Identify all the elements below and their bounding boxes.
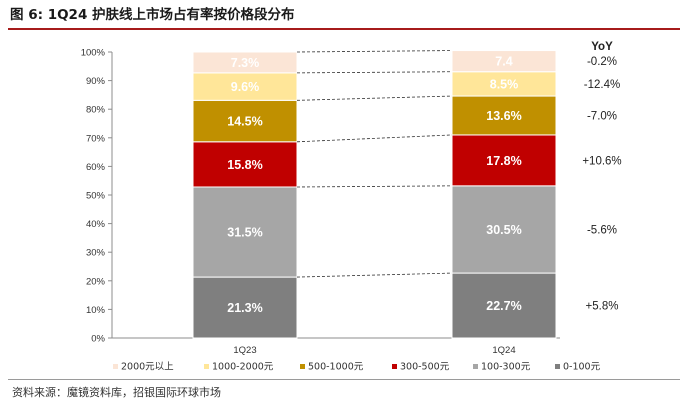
- x-tick-label: 1Q24: [492, 345, 515, 356]
- legend-swatch: [473, 364, 478, 369]
- legend-swatch: [113, 364, 118, 369]
- legend-label: 0-100元: [563, 362, 601, 373]
- legend-label: 1000-2000元: [212, 362, 274, 373]
- data-label: 17.8%: [486, 154, 521, 168]
- y-tick-label: 10%: [86, 305, 106, 316]
- yoy-value: -5.6%: [587, 224, 617, 236]
- bar-segment: [451, 95, 557, 136]
- connector-line: [296, 50, 453, 53]
- title-rule: [8, 28, 680, 30]
- legend-label: 300-500元: [400, 362, 450, 373]
- legend-label: 100-300元: [481, 362, 531, 373]
- connector-line: [296, 272, 453, 278]
- legend-label: 500-1000元: [308, 362, 364, 373]
- bar-segment: [192, 72, 298, 101]
- bar-segment: [192, 99, 298, 143]
- y-tick-label: 50%: [86, 191, 106, 202]
- y-tick-label: 80%: [86, 105, 106, 116]
- data-label: 7.4: [495, 55, 512, 69]
- bar-segment: [451, 134, 557, 187]
- legend-swatch: [300, 364, 305, 369]
- data-label: 14.5%: [227, 115, 262, 129]
- data-label: 7.3%: [231, 56, 260, 70]
- y-tick-label: 0%: [91, 334, 105, 345]
- yoy-value: +5.8%: [586, 301, 619, 313]
- source-note: 资料来源：魔镜资料库，招银国际环球市场: [12, 386, 221, 399]
- chart-title: 图 6: 1Q24 护肤线上市场占有率按价格段分布: [10, 7, 295, 23]
- connector-line: [296, 95, 453, 101]
- legend-swatch: [204, 364, 209, 369]
- yoy-value: -0.2%: [587, 56, 617, 68]
- bar-segment: [192, 186, 298, 278]
- data-label: 21.3%: [227, 301, 262, 315]
- x-tick-label: 1Q23: [233, 345, 256, 356]
- legend-swatch: [555, 364, 560, 369]
- data-label: 8.5%: [490, 77, 519, 91]
- data-label: 13.6%: [486, 109, 521, 123]
- data-label: 31.5%: [227, 226, 262, 240]
- bar-segment: [192, 141, 298, 188]
- y-tick-label: 90%: [86, 76, 106, 87]
- data-label: 15.8%: [227, 158, 262, 172]
- bar-segment: [451, 50, 557, 73]
- bar-segment: [192, 276, 298, 339]
- bar-segment: [192, 51, 298, 74]
- y-tick-label: 100%: [81, 48, 106, 59]
- y-tick-label: 60%: [86, 162, 106, 173]
- y-tick-label: 30%: [86, 248, 106, 259]
- legend-swatch: [392, 364, 397, 369]
- connector-line: [296, 134, 453, 143]
- bar-segment: [451, 272, 557, 339]
- connector-line: [296, 185, 453, 188]
- legend-label: 2000元以上: [121, 362, 174, 373]
- data-label: 9.6%: [231, 80, 260, 94]
- yoy-header: YoY: [591, 41, 613, 53]
- source-rule: [8, 379, 680, 380]
- yoy-value: +10.6%: [582, 155, 621, 167]
- y-tick-label: 70%: [86, 133, 106, 144]
- yoy-value: -12.4%: [584, 79, 620, 91]
- bar-segment: [451, 71, 557, 97]
- data-label: 22.7%: [486, 299, 521, 313]
- data-label: 30.5%: [486, 223, 521, 237]
- y-tick-label: 20%: [86, 276, 106, 287]
- connector-line: [296, 71, 453, 74]
- yoy-value: -7.0%: [587, 110, 617, 122]
- bar-segment: [451, 185, 557, 274]
- y-tick-label: 40%: [86, 219, 106, 230]
